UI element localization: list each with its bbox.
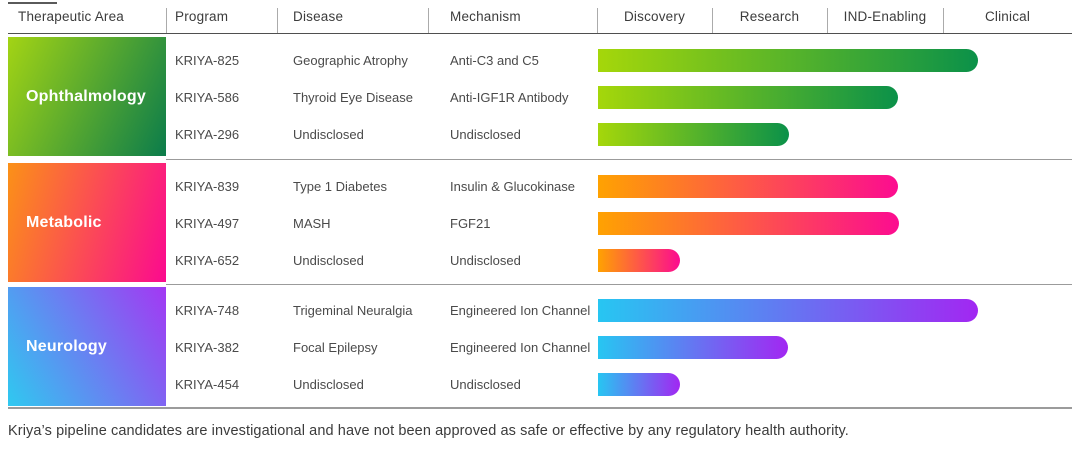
mechanism-name: Undisclosed xyxy=(450,377,521,392)
header-underline xyxy=(8,33,1072,34)
pipeline-row: KRIYA-839 Type 1 Diabetes Insulin & Gluc… xyxy=(0,175,1080,198)
pipeline-row: KRIYA-382 Focal Epilepsy Engineered Ion … xyxy=(0,336,1080,359)
mechanism-name: FGF21 xyxy=(450,216,491,231)
header-phase-ind-enabling: IND-Enabling xyxy=(843,9,927,24)
column-divider xyxy=(597,8,598,33)
column-divider xyxy=(827,8,828,33)
area-label: Ophthalmology xyxy=(26,87,146,105)
pipeline-row: KRIYA-586 Thyroid Eye Disease Anti-IGF1R… xyxy=(0,86,1080,109)
mechanism-name: Engineered Ion Channel xyxy=(450,340,591,355)
therapeutic-area-block-neurology: Neurology xyxy=(8,287,166,406)
mechanism-name: Undisclosed xyxy=(450,253,521,268)
group-metabolic: Metabolic KRIYA-839 Type 1 Diabetes Insu… xyxy=(0,163,1080,282)
program-name: KRIYA-497 xyxy=(175,216,240,231)
header-phase-research: Research xyxy=(739,9,800,24)
mechanism-name: Anti-IGF1R Antibody xyxy=(450,90,569,105)
disease-name: Undisclosed xyxy=(293,377,364,392)
group-separator xyxy=(166,284,1072,285)
group-ophthalmology: Ophthalmology KRIYA-825 Geographic Atrop… xyxy=(0,37,1080,156)
mechanism-name: Engineered Ion Channel xyxy=(450,303,591,318)
pipeline-row: KRIYA-296 Undisclosed Undisclosed xyxy=(0,123,1080,146)
progress-bar xyxy=(598,336,788,359)
disease-name: Focal Epilepsy xyxy=(293,340,378,355)
pipeline-row: KRIYA-652 Undisclosed Undisclosed xyxy=(0,249,1080,272)
top-crop-line xyxy=(8,2,57,4)
therapeutic-area-block-metabolic: Metabolic xyxy=(8,163,166,282)
disease-name: Type 1 Diabetes xyxy=(293,179,387,194)
disease-name: Undisclosed xyxy=(293,253,364,268)
column-divider xyxy=(166,8,167,33)
pipeline-row: KRIYA-825 Geographic Atrophy Anti-C3 and… xyxy=(0,49,1080,72)
program-name: KRIYA-839 xyxy=(175,179,240,194)
progress-bar xyxy=(598,49,978,72)
progress-bar xyxy=(598,86,898,109)
header-disease: Disease xyxy=(293,9,344,24)
progress-bar xyxy=(598,175,898,198)
header-phase-discovery: Discovery xyxy=(623,9,686,24)
group-neurology: Neurology KRIYA-748 Trigeminal Neuralgia… xyxy=(0,287,1080,406)
mechanism-name: Undisclosed xyxy=(450,127,521,142)
disease-name: MASH xyxy=(293,216,331,231)
disease-name: Thyroid Eye Disease xyxy=(293,90,413,105)
disease-name: Geographic Atrophy xyxy=(293,53,408,68)
header-program: Program xyxy=(175,9,229,24)
header-mechanism: Mechanism xyxy=(450,9,521,24)
area-label: Metabolic xyxy=(26,213,102,231)
table-bottom-line xyxy=(8,407,1072,409)
disease-name: Trigeminal Neuralgia xyxy=(293,303,413,318)
table-header: Therapeutic Area Program Disease Mechani… xyxy=(0,0,1080,34)
progress-bar xyxy=(598,212,899,235)
therapeutic-area-block-ophthalmology: Ophthalmology xyxy=(8,37,166,156)
progress-bar xyxy=(598,373,680,396)
column-divider xyxy=(277,8,278,33)
program-name: KRIYA-652 xyxy=(175,253,240,268)
progress-bar xyxy=(598,123,789,146)
progress-bar xyxy=(598,249,680,272)
progress-bar xyxy=(598,299,978,322)
mechanism-name: Insulin & Glucokinase xyxy=(450,179,576,194)
mechanism-name: Anti-C3 and C5 xyxy=(450,53,539,68)
header-phase-clinical: Clinical xyxy=(984,9,1031,24)
program-name: KRIYA-382 xyxy=(175,340,240,355)
pipeline-row: KRIYA-497 MASH FGF21 xyxy=(0,212,1080,235)
program-name: KRIYA-296 xyxy=(175,127,240,142)
disease-name: Undisclosed xyxy=(293,127,364,142)
column-divider xyxy=(712,8,713,33)
disclaimer-text: Kriya’s pipeline candidates are investig… xyxy=(8,423,849,439)
group-separator xyxy=(166,159,1072,160)
area-label: Neurology xyxy=(26,337,107,355)
pipeline-row: KRIYA-748 Trigeminal Neuralgia Engineere… xyxy=(0,299,1080,322)
program-name: KRIYA-748 xyxy=(175,303,240,318)
column-divider xyxy=(943,8,944,33)
pipeline-row: KRIYA-454 Undisclosed Undisclosed xyxy=(0,373,1080,396)
header-therapeutic-area: Therapeutic Area xyxy=(18,9,125,24)
program-name: KRIYA-586 xyxy=(175,90,240,105)
program-name: KRIYA-825 xyxy=(175,53,240,68)
column-divider xyxy=(428,8,429,33)
program-name: KRIYA-454 xyxy=(175,377,240,392)
